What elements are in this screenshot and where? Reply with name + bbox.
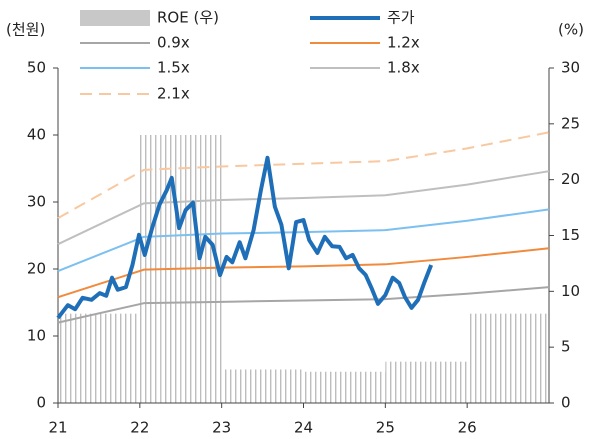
x-tick-label: 22 [130,419,149,437]
legend-label: 1.8x [387,59,420,77]
roe-bar [487,313,509,403]
roe-bar [303,371,324,403]
roe-bar [221,369,243,403]
roe-bar [426,361,447,403]
roe-bar [467,313,488,403]
roe-bar [405,361,427,403]
roe-bar [242,369,263,403]
y2-tick-label: 0 [561,394,571,412]
roe-bar [98,313,120,403]
roe-bar [508,313,529,403]
series-line [57,247,550,299]
series-line [57,208,550,272]
roe-bar [385,361,406,403]
y2-tick-label: 10 [561,282,580,300]
y2-tick-label: 5 [561,338,571,356]
y-tick-label: 40 [27,126,46,144]
y2-axis-label: (%) [558,21,584,39]
y-tick-label: 0 [36,394,46,412]
roe-bar [283,369,304,403]
roe-bar [364,371,386,403]
series-line [57,286,550,324]
y-tick-label: 30 [27,193,46,211]
x-tick-label: 23 [212,419,231,437]
x-tick-label: 24 [294,419,313,437]
y-tick-label: 10 [27,327,46,345]
y2-tick-label: 20 [561,170,580,188]
legend-label: ROE (우) [157,9,219,27]
x-tick-label: 25 [376,419,395,437]
roe-bar [323,371,345,403]
roe-bar [58,313,79,403]
series-line [57,170,550,246]
legend-label: 0.9x [157,34,190,52]
roe-bar [78,313,99,403]
roe-bar [344,371,365,403]
y2-tick-label: 25 [561,114,580,132]
roe-bar [119,313,140,403]
legend-swatch [80,10,150,26]
series-line [57,131,550,219]
y-tick-label: 50 [27,59,46,77]
roe-bar [528,313,549,403]
y-axis-label: (천원) [6,21,45,39]
legend-label: 2.1x [157,85,190,103]
y2-tick-label: 30 [561,59,580,77]
roe-bar [201,135,222,403]
series-line [56,155,434,320]
x-tick-label: 21 [48,419,67,437]
y-tick-label: 20 [27,260,46,278]
roe-bar [446,361,468,403]
legend-label: 1.2x [387,34,420,52]
x-tick-label: 26 [458,419,477,437]
legend-label: 1.5x [157,59,190,77]
legend-label: 주가 [387,9,415,27]
y2-tick-label: 15 [561,226,580,244]
roe-bar [262,369,284,403]
